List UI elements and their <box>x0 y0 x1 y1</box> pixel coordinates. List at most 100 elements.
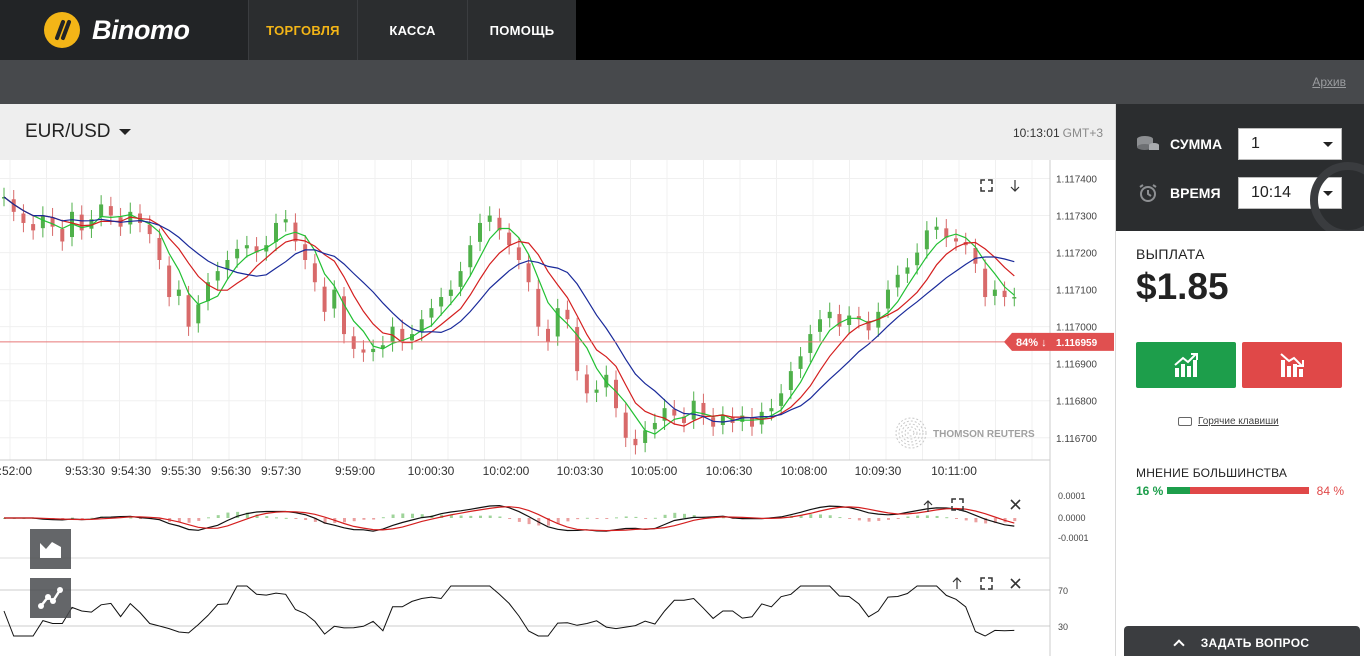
candle-body <box>633 438 638 446</box>
macd-bar <box>469 515 473 518</box>
macd-bar <box>80 518 84 519</box>
price-chart[interactable]: 1.117400 1.117300 1.117200 1.117100 1.117000… <box>0 160 1115 656</box>
candle-body <box>895 274 900 288</box>
nav-help[interactable]: ПОМОЩЬ <box>467 0 576 60</box>
candle-body <box>779 393 784 406</box>
time-tick-label: 9:54:30 <box>111 464 151 478</box>
time-tick-label: 10:08:00 <box>781 464 828 478</box>
time-tick-label: 9:55:30 <box>161 464 201 478</box>
candle-body <box>691 400 696 420</box>
rsi-tick-label: 30 <box>1058 622 1068 632</box>
candle-body <box>565 309 570 320</box>
macd-bar <box>294 518 298 519</box>
macd-bar <box>809 514 813 518</box>
macd-bar <box>284 517 288 519</box>
time-tick-label: 10:05:00 <box>631 464 678 478</box>
majority-bar <box>1167 487 1309 494</box>
macd-bar <box>323 518 327 524</box>
watermark-text: THOMSON REUTERS <box>933 429 1035 440</box>
amount-label: СУММА <box>1170 136 1223 152</box>
macd-signal-line <box>4 506 1015 532</box>
indicators-button[interactable] <box>30 578 71 618</box>
majority-opinion-label: МНЕНИЕ БОЛЬШИНСТВА <box>1136 466 1288 480</box>
macd-tick-label: -0.0001 <box>1058 533 1089 543</box>
macd-bar <box>857 518 861 521</box>
ask-question-button[interactable]: ЗАДАТЬ ВОПРОС <box>1124 626 1360 656</box>
candle-body <box>108 206 113 216</box>
candle-body <box>283 219 288 223</box>
hotkeys-link[interactable]: Горячие клавиши <box>1178 416 1279 427</box>
arrow-down-icon <box>1010 180 1020 192</box>
macd-bar <box>605 518 609 519</box>
macd-bar <box>90 517 94 519</box>
macd-bar <box>974 518 978 523</box>
nav-trading[interactable]: ТОРГОВЛЯ <box>248 0 357 60</box>
candle-body <box>342 296 346 335</box>
candle-body <box>934 226 939 230</box>
amount-select[interactable]: 1 <box>1238 128 1342 160</box>
macd-bar <box>925 515 929 518</box>
time-label: ВРЕМЯ <box>1170 185 1221 201</box>
archive-link[interactable]: Архив <box>1312 75 1346 89</box>
candle-body <box>750 417 754 427</box>
macd-bar <box>313 518 317 522</box>
candle-body <box>924 230 929 250</box>
macd-bar <box>255 514 259 518</box>
candle-body <box>322 286 327 312</box>
candle-body <box>905 267 910 274</box>
candle-body <box>400 328 405 342</box>
logo[interactable]: Binomo <box>0 0 248 60</box>
candle-body <box>983 268 988 298</box>
macd-bar <box>585 517 589 519</box>
time-tick-label: 9:57:30 <box>261 464 301 478</box>
candle-body <box>419 319 424 332</box>
caret-down-icon <box>1323 141 1333 147</box>
majority-opinion: 16 % 84 % <box>1136 484 1344 498</box>
candle-body <box>886 289 890 309</box>
macd-bar <box>158 518 162 520</box>
price-tick-label: 1.117000 <box>1056 323 1097 334</box>
macd-bar <box>362 518 366 520</box>
trade-up-button[interactable] <box>1136 342 1236 388</box>
ma-fast-line <box>3 196 1015 435</box>
candle-body <box>954 238 958 242</box>
candle-body <box>89 219 94 229</box>
macd-bar <box>177 518 181 523</box>
macd-bar <box>265 516 269 518</box>
macd-bar <box>721 517 725 519</box>
trade-down-button[interactable] <box>1242 342 1342 388</box>
macd-bar <box>527 518 531 525</box>
main-nav: ТОРГОВЛЯ КАССА ПОМОЩЬ <box>248 0 576 60</box>
macd-bar <box>343 518 346 523</box>
asset-selector[interactable]: EUR/USD <box>25 121 131 143</box>
expand-icon <box>980 179 993 192</box>
candle-body <box>79 214 84 231</box>
macd-bar <box>129 517 133 519</box>
candle-body <box>614 379 618 409</box>
keyboard-icon <box>1178 417 1192 426</box>
macd-bar <box>216 515 220 518</box>
macd-bar <box>197 518 201 521</box>
candle-body <box>682 416 686 423</box>
chart-type-button[interactable] <box>30 529 71 569</box>
candle-body <box>303 244 308 260</box>
amount-row: СУММА 1 <box>1136 128 1342 160</box>
time-tick-label: 9:52:00 <box>0 464 32 478</box>
price-tick-label: 1.117200 <box>1056 249 1097 260</box>
candle-body <box>40 215 45 229</box>
candle-body <box>196 304 201 324</box>
nav-cashier[interactable]: КАССА <box>357 0 467 60</box>
macd-bar <box>653 517 657 519</box>
candle-body <box>312 263 317 283</box>
expand-icon <box>980 577 993 590</box>
candle-body <box>808 334 813 353</box>
candle-body <box>652 422 657 430</box>
macd-bar <box>673 512 677 518</box>
candle-body <box>254 246 259 253</box>
candle-body <box>1012 297 1017 299</box>
macd-bar <box>799 514 803 518</box>
macd-bar <box>420 514 424 518</box>
macd-bar <box>275 517 278 519</box>
candles <box>2 187 1017 455</box>
